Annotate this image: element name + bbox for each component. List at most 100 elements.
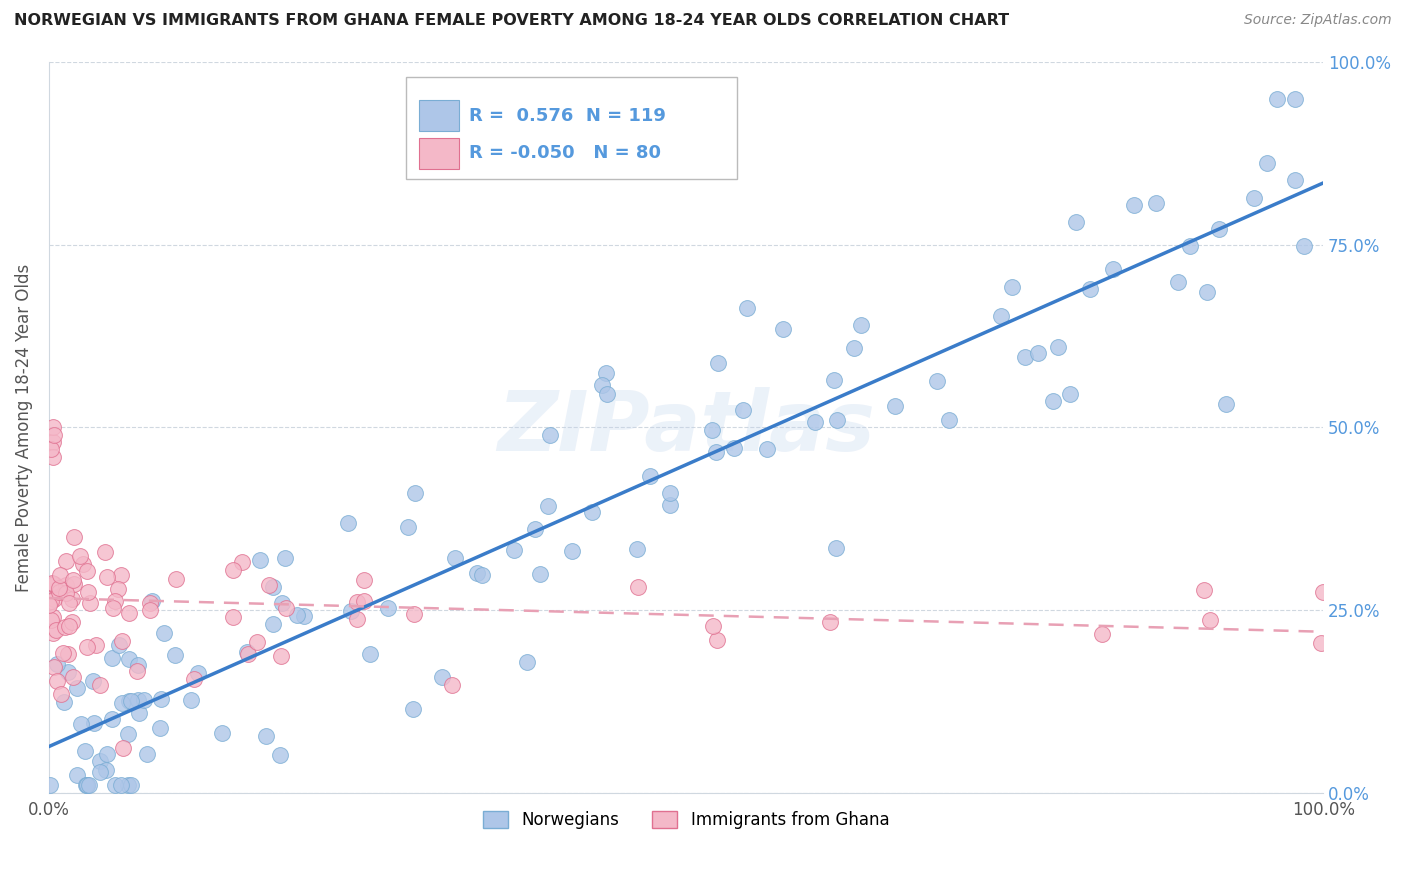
Point: [235, 645, 257, 659]
Point: [77, 585, 100, 599]
Point: [42, 450, 65, 464]
Point: [127, 664, 149, 678]
Point: [270, 649, 292, 664]
Point: [39, 778, 62, 792]
Point: [440, 677, 463, 691]
Point: [404, 607, 426, 622]
Point: [75, 778, 97, 792]
Point: [55, 577, 77, 591]
Point: [925, 374, 948, 388]
Point: [76, 640, 98, 655]
Point: [183, 673, 205, 687]
Point: [149, 721, 172, 735]
Point: [823, 373, 845, 387]
Point: [55, 585, 77, 599]
Point: [1144, 195, 1167, 210]
Point: [139, 603, 162, 617]
Point: [731, 403, 754, 417]
Point: [700, 423, 723, 437]
Point: [110, 568, 132, 582]
Point: [1243, 191, 1265, 205]
Point: [818, 615, 841, 629]
Point: [1208, 222, 1230, 236]
Point: [659, 485, 682, 500]
Point: [626, 542, 648, 557]
Point: [1167, 275, 1189, 289]
Y-axis label: Female Poverty Among 18-24 Year Olds: Female Poverty Among 18-24 Year Olds: [15, 263, 32, 591]
Point: [377, 601, 399, 615]
Point: [111, 634, 134, 648]
Point: [117, 778, 139, 792]
Point: [44, 660, 66, 674]
Point: [49, 687, 72, 701]
Point: [849, 318, 872, 332]
Point: [187, 665, 209, 680]
Point: [626, 581, 648, 595]
Point: [45, 623, 67, 637]
Point: [127, 657, 149, 672]
Point: [118, 652, 141, 666]
Point: [1256, 156, 1278, 170]
Point: [62, 670, 84, 684]
Point: [398, 519, 420, 533]
Point: [596, 386, 619, 401]
Point: [58, 619, 80, 633]
Point: [529, 567, 551, 582]
Point: [444, 551, 467, 566]
Point: [93, 544, 115, 558]
Point: [141, 593, 163, 607]
Point: [110, 778, 132, 792]
Point: [42, 420, 65, 434]
Text: NORWEGIAN VS IMMIGRANTS FROM GHANA FEMALE POVERTY AMONG 18-24 YEAR OLDS CORRELAT: NORWEGIAN VS IMMIGRANTS FROM GHANA FEMAL…: [14, 13, 1010, 29]
Point: [89, 678, 111, 692]
Point: [883, 400, 905, 414]
Point: [1215, 397, 1237, 411]
Point: [150, 692, 173, 706]
Point: [581, 505, 603, 519]
Point: [346, 612, 368, 626]
Point: [638, 469, 661, 483]
Point: [75, 744, 97, 758]
Point: [127, 692, 149, 706]
Point: [1091, 627, 1114, 641]
Point: [41, 577, 63, 591]
Point: [76, 778, 98, 792]
Point: [1042, 394, 1064, 409]
Point: [89, 754, 111, 768]
Point: [1078, 282, 1101, 296]
Point: [257, 578, 280, 592]
Point: [1064, 215, 1087, 229]
Point: [402, 701, 425, 715]
Point: [58, 648, 80, 662]
Point: [84, 638, 107, 652]
Point: [135, 747, 157, 761]
FancyBboxPatch shape: [419, 100, 458, 131]
Point: [359, 647, 381, 661]
Point: [804, 415, 827, 429]
Point: [246, 635, 269, 649]
Point: [1059, 387, 1081, 401]
Point: [76, 564, 98, 578]
Point: [96, 763, 118, 777]
Point: [44, 577, 66, 591]
Point: [262, 616, 284, 631]
Point: [735, 301, 758, 315]
Point: [1046, 340, 1069, 354]
Point: [346, 595, 368, 609]
Point: [41, 435, 63, 450]
Point: [55, 554, 77, 568]
Point: [353, 594, 375, 608]
Point: [58, 596, 80, 610]
Point: [502, 542, 524, 557]
Point: [118, 693, 141, 707]
Point: [79, 596, 101, 610]
Point: [120, 778, 142, 792]
Point: [60, 592, 83, 607]
Point: [60, 615, 83, 629]
Point: [118, 606, 141, 620]
Point: [39, 442, 62, 457]
Point: [58, 665, 80, 679]
Point: [62, 576, 84, 591]
Point: [274, 600, 297, 615]
Point: [538, 427, 561, 442]
